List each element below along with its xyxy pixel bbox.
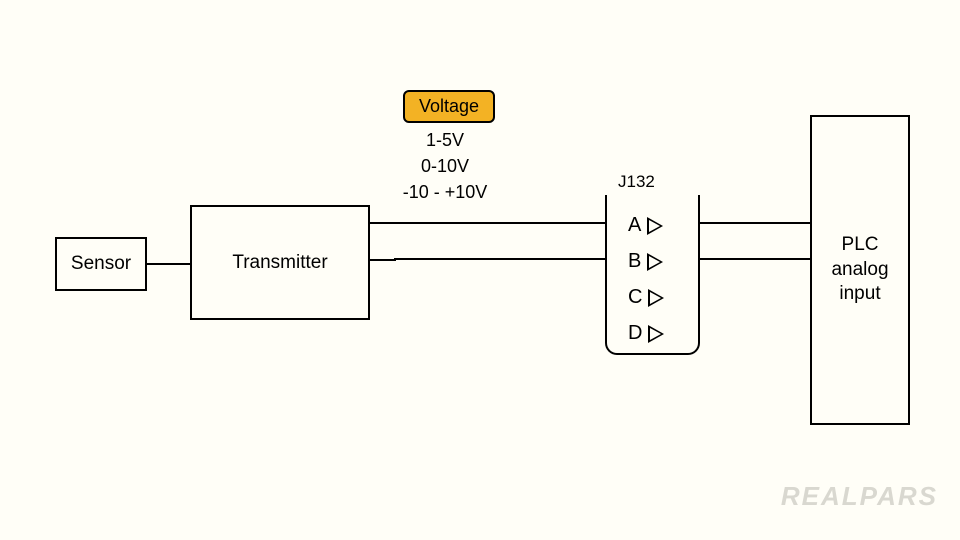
pin-b-arrow-icon [647,253,663,271]
plc-node: PLC analog input [810,115,910,425]
connector-pin-a: A [628,214,663,237]
watermark: REALPARS [781,481,938,512]
voltage-badge-label: Voltage [419,96,479,116]
pin-d-arrow-icon [648,325,664,343]
voltage-range-1: 1-5V [385,130,505,151]
sensor-label: Sensor [71,253,131,275]
voltage-range-3: -10 - +10V [385,182,505,203]
pin-c-arrow-icon [648,289,664,307]
pin-a-arrow-icon [647,217,663,235]
pin-c-letter: C [628,286,642,309]
connector-pin-c: C [628,286,664,309]
connector-ref: J132 [618,172,655,192]
voltage-range-2: 0-10V [385,156,505,177]
connector-pin-d: D [628,322,664,345]
diagram-canvas: Sensor Transmitter Voltage 1-5V 0-10V -1… [0,0,960,540]
voltage-badge: Voltage [403,90,495,123]
transmitter-label: Transmitter [232,252,327,274]
sensor-node: Sensor [55,237,147,291]
pin-b-letter: B [628,250,641,273]
pin-d-letter: D [628,322,642,345]
pin-a-letter: A [628,214,641,237]
connector-pin-b: B [628,250,663,273]
plc-label: PLC analog input [831,233,888,307]
transmitter-node: Transmitter [190,205,370,320]
